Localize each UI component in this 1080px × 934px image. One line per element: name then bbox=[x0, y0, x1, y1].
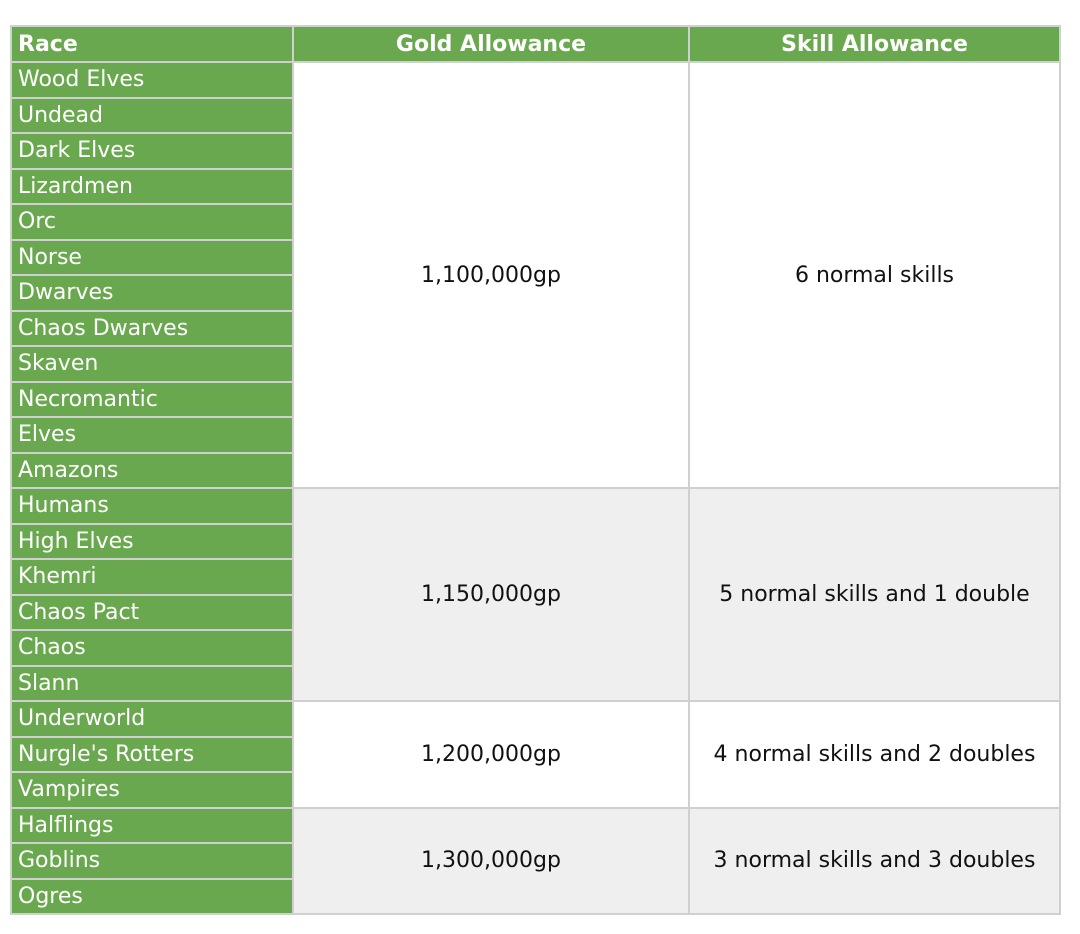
table-body: Wood Elves 1,100,000gp 6 normal skills Unde… bbox=[10, 61, 1061, 915]
skill-allowance-cell: 5 normal skills and 1 double bbox=[688, 487, 1061, 702]
table-row: Undead bbox=[10, 96, 1060, 134]
gold-allowance-cell: 1,200,000gp bbox=[292, 700, 690, 809]
table-row: Chaos Dwarves bbox=[10, 309, 1060, 347]
race-cell: Undead bbox=[10, 96, 294, 134]
skill-allowance-cell: 6 normal skills bbox=[688, 61, 1061, 489]
table-row: Lizardmen bbox=[10, 167, 1060, 205]
race-cell: Nurgle's Rotters bbox=[10, 735, 294, 773]
table-row: Goblins bbox=[10, 842, 1060, 880]
table-row: Slann bbox=[10, 664, 1060, 702]
table-row: Chaos bbox=[10, 629, 1060, 667]
race-cell: Elves bbox=[10, 416, 294, 454]
table-row: Nurgle's Rotters bbox=[10, 735, 1060, 773]
allowance-table-container: Race Gold Allowance Skill Allowance Wood… bbox=[10, 25, 1061, 915]
skill-allowance-cell: 4 normal skills and 2 doubles bbox=[688, 700, 1061, 809]
gold-allowance-cell: 1,300,000gp bbox=[292, 806, 690, 915]
table-row: Vampires bbox=[10, 771, 1060, 809]
race-cell: Underworld bbox=[10, 700, 294, 738]
table-row: Dwarves bbox=[10, 274, 1060, 312]
race-cell: Halflings bbox=[10, 806, 294, 844]
race-cell: Necromantic bbox=[10, 380, 294, 418]
table-row: High Elves bbox=[10, 522, 1060, 560]
table-row: Amazons bbox=[10, 451, 1060, 489]
table-row: Ogres bbox=[10, 877, 1060, 915]
header-race: Race bbox=[10, 25, 294, 63]
table-row: Norse bbox=[10, 238, 1060, 276]
gold-allowance-cell: 1,100,000gp bbox=[292, 61, 690, 489]
race-cell: Orc bbox=[10, 203, 294, 241]
race-cell: Skaven bbox=[10, 345, 294, 383]
table-row: Wood Elves 1,100,000gp 6 normal skills bbox=[10, 61, 1061, 489]
race-cell: Dark Elves bbox=[10, 132, 294, 170]
table-row: Necromantic bbox=[10, 380, 1060, 418]
race-cell: Lizardmen bbox=[10, 167, 294, 205]
table-row: Chaos Pact bbox=[10, 593, 1060, 631]
table-row: Khemri bbox=[10, 558, 1060, 596]
race-cell: Slann bbox=[10, 664, 294, 702]
race-cell: High Elves bbox=[10, 522, 294, 560]
race-cell: Chaos Pact bbox=[10, 593, 294, 631]
race-cell: Dwarves bbox=[10, 274, 294, 312]
table-row: Elves bbox=[10, 416, 1060, 454]
gold-allowance-cell: 1,150,000gp bbox=[292, 487, 690, 702]
race-cell: Ogres bbox=[10, 877, 294, 915]
header-gold-allowance: Gold Allowance bbox=[292, 25, 690, 63]
race-cell: Chaos bbox=[10, 629, 294, 667]
table-row: Orc bbox=[10, 203, 1060, 241]
table-row: Halflings 1,300,000gp 3 normal skills and … bbox=[10, 806, 1061, 915]
race-cell: Wood Elves bbox=[10, 61, 294, 99]
race-cell: Vampires bbox=[10, 771, 294, 809]
header-skill-allowance: Skill Allowance bbox=[688, 25, 1061, 63]
race-cell: Goblins bbox=[10, 842, 294, 880]
header-row: Race Gold Allowance Skill Allowance bbox=[10, 25, 1061, 63]
table-row: Skaven bbox=[10, 345, 1060, 383]
race-cell: Khemri bbox=[10, 558, 294, 596]
race-cell: Amazons bbox=[10, 451, 294, 489]
table-row: Underworld 1,200,000gp 4 normal skills and… bbox=[10, 700, 1061, 809]
allowance-table: Race Gold Allowance Skill Allowance Wood… bbox=[10, 25, 1061, 915]
race-cell: Chaos Dwarves bbox=[10, 309, 294, 347]
race-cell: Humans bbox=[10, 487, 294, 525]
skill-allowance-cell: 3 normal skills and 3 doubles bbox=[688, 806, 1061, 915]
table-row: Dark Elves bbox=[10, 132, 1060, 170]
race-cell: Norse bbox=[10, 238, 294, 276]
table-row: Humans 1,150,000gp 5 normal skills and 1 d… bbox=[10, 487, 1061, 702]
